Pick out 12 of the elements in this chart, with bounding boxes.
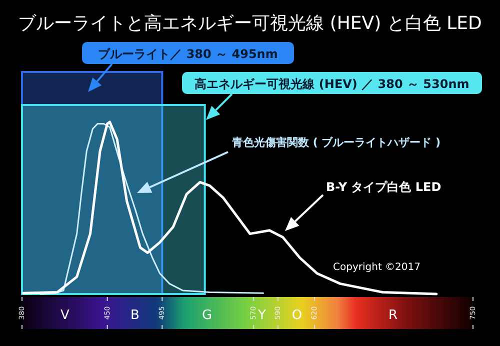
band-label: 高エネルギー可視光線 (HEV) ／ 380 ～ 530nm (194, 77, 470, 91)
annotation: Copyright ©2017 (333, 262, 420, 273)
text: B (130, 308, 140, 323)
text: O (292, 308, 302, 323)
text: Y (257, 308, 266, 323)
chart-title: ブルーライトと高エネルギー可視光線 (HEV) と白色 LED (18, 13, 482, 34)
text: G (202, 308, 212, 323)
text: R (388, 308, 398, 323)
band-label: ブルーライト／ 380 ～ 495nm (98, 47, 278, 61)
text: 青色光傷害関数 ( ブルーライトハザード ) (231, 136, 441, 149)
text: V (60, 308, 70, 323)
text: B-Y タイプ白色 LED (326, 180, 442, 194)
